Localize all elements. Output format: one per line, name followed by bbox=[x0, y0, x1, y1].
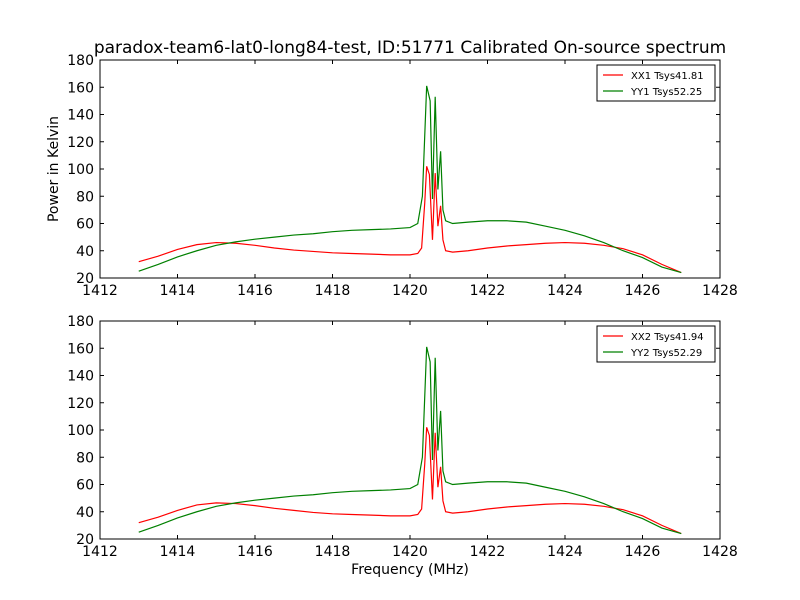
y-tick-label: 60 bbox=[76, 217, 94, 233]
y-tick-label: 120 bbox=[67, 135, 94, 151]
plot-panel-2: 1412 1414 1416 1418 1420 1422 1424 1426 1428 20 40… bbox=[67, 314, 738, 578]
x-tick-label: 1420 bbox=[392, 283, 428, 299]
y-tick-label: 160 bbox=[67, 341, 94, 357]
y-tick-label: 20 bbox=[76, 532, 94, 548]
y-tick-label: 160 bbox=[67, 80, 94, 96]
y-tick-label: 40 bbox=[76, 505, 94, 521]
x-tick-label: 1414 bbox=[160, 544, 196, 560]
y-tick-label: 80 bbox=[76, 189, 94, 205]
x-tick-label: 1422 bbox=[470, 283, 506, 299]
plot-panel-1: 1412 1414 1416 1418 1420 1422 1424 1426 1428 20 40… bbox=[46, 53, 738, 299]
legend: XX2 Tsys41.94 YY2 Tsys52.29 bbox=[596, 325, 716, 363]
y-tick-label: 120 bbox=[67, 396, 94, 412]
x-tick-label: 1418 bbox=[315, 283, 351, 299]
x-tick-label: 1424 bbox=[547, 544, 583, 560]
legend-box bbox=[596, 64, 716, 102]
y-tick-label: 180 bbox=[67, 53, 94, 69]
x-tick-label: 1424 bbox=[547, 283, 583, 299]
y-tick-label: 100 bbox=[67, 423, 94, 439]
series-line-xx1 bbox=[138, 166, 682, 274]
x-tick-label: 1420 bbox=[392, 544, 428, 560]
x-tick-label: 1416 bbox=[237, 544, 273, 560]
legend-box bbox=[596, 325, 716, 363]
y-tick-label: 100 bbox=[67, 162, 94, 178]
y-tick-label: 80 bbox=[76, 450, 94, 466]
x-tick-label: 1418 bbox=[315, 544, 351, 560]
x-tick-label: 1422 bbox=[470, 544, 506, 560]
legend-entry-label: XX1 Tsys41.81 bbox=[631, 71, 704, 82]
series-line-xx2 bbox=[138, 427, 682, 535]
y-tick-label: 40 bbox=[76, 244, 94, 260]
x-tick-label: 1412 bbox=[82, 544, 118, 560]
x-tick-label: 1426 bbox=[625, 283, 661, 299]
x-axis-label: Frequency (MHz) bbox=[351, 562, 469, 578]
legend-entry-label: YY1 Tsys52.25 bbox=[630, 87, 702, 98]
series-line-yy1 bbox=[138, 85, 682, 274]
x-tick-label: 1428 bbox=[702, 283, 738, 299]
figure-title: paradox-team6-lat0-long84-test, ID:51771… bbox=[94, 38, 726, 58]
y-tick-label: 140 bbox=[67, 108, 94, 124]
legend-entry-label: YY2 Tsys52.29 bbox=[630, 348, 702, 359]
x-tick-label: 1428 bbox=[702, 544, 738, 560]
x-tick-label: 1414 bbox=[160, 283, 196, 299]
y-axis-label: Power in Kelvin bbox=[46, 116, 62, 222]
y-tick-label: 140 bbox=[67, 369, 94, 385]
legend-entry-label: XX2 Tsys41.94 bbox=[631, 332, 704, 343]
y-tick-label: 60 bbox=[76, 478, 94, 494]
x-tick-label: 1426 bbox=[625, 544, 661, 560]
legend: XX1 Tsys41.81 YY1 Tsys52.25 bbox=[596, 64, 716, 102]
y-tick-label: 180 bbox=[67, 314, 94, 330]
y-tick-label: 20 bbox=[76, 271, 94, 287]
series-line-yy2 bbox=[138, 346, 682, 535]
x-tick-label: 1416 bbox=[237, 283, 273, 299]
plots-container: 1412 1414 1416 1418 1420 1422 1424 1426 1428 20 40… bbox=[46, 53, 738, 578]
x-tick-label: 1412 bbox=[82, 283, 118, 299]
